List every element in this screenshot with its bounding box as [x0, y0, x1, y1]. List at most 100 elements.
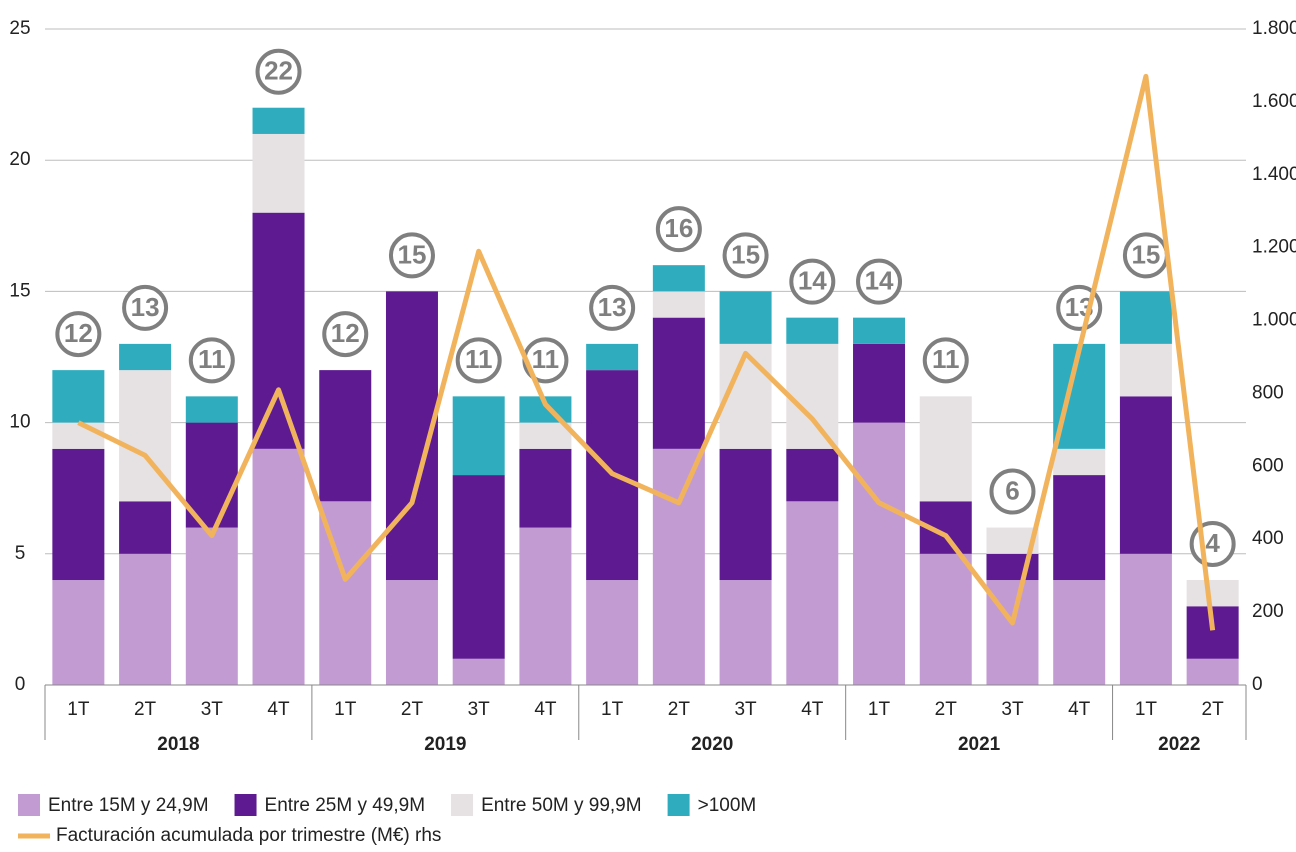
bar-segment [252, 448, 305, 685]
y-tick-label: 0 [15, 674, 26, 695]
bar-segment [52, 580, 105, 685]
bar-segment [1119, 553, 1172, 685]
total-badge [922, 337, 969, 384]
bar-segment [185, 396, 238, 423]
legend-label: >100M [698, 795, 757, 816]
bar-segment [119, 370, 172, 502]
y-tick-label: 10 [9, 412, 30, 433]
total-badge [722, 232, 769, 279]
total-label: 11 [465, 344, 493, 374]
bar-segment [1053, 343, 1106, 449]
total-label: 15 [731, 239, 760, 269]
legend-swatch [451, 794, 474, 816]
bar-segment [185, 422, 238, 528]
total-label: 13 [598, 292, 627, 322]
x-tick-label: 2T [401, 699, 424, 720]
bar-segment [1119, 396, 1172, 554]
group-label: 2020 [691, 734, 733, 755]
legend-swatch [234, 794, 257, 816]
group-label: 2019 [424, 734, 466, 755]
bar-segment [1119, 291, 1172, 344]
bar-segment [652, 291, 705, 318]
line-series [77, 73, 1216, 631]
bar-segment [52, 370, 105, 423]
total-label: 6 [1005, 475, 1019, 505]
y2-tick-label: 1.800 [1252, 18, 1296, 39]
x-tick-label: 4T [534, 699, 557, 720]
total-label: 15 [398, 239, 427, 269]
total-badge [188, 337, 235, 384]
bar-segment [52, 448, 105, 581]
legend-label: Entre 50M y 99,9M [481, 795, 642, 816]
x-tick-label: 4T [1068, 699, 1091, 720]
y2-tick-label: 400 [1252, 528, 1284, 549]
x-tick-label: 2T [1202, 699, 1225, 720]
legend-label: Entre 15M y 24,9M [48, 795, 209, 816]
x-tick-label: 3T [734, 699, 757, 720]
bar-segment [519, 527, 572, 685]
x-tick-label: 4T [267, 699, 290, 720]
total-badge [989, 468, 1036, 515]
bar-segment [719, 448, 772, 581]
bar-segment [853, 422, 906, 685]
total-badge [789, 258, 836, 305]
legend-label: Facturación acumulada por trimestre (M€)… [56, 825, 441, 846]
bar-segment [652, 265, 705, 292]
legend-swatch [667, 794, 690, 816]
total-badge [655, 206, 702, 253]
bar-segment [519, 422, 572, 449]
total-label: 4 [1205, 528, 1220, 558]
bar-segment [1053, 475, 1106, 581]
total-badge [856, 258, 903, 305]
bar-segment [1186, 658, 1239, 685]
y2-tick-label: 800 [1252, 382, 1284, 403]
y-tick-label: 5 [15, 543, 26, 564]
bar-segment [1053, 448, 1106, 476]
total-label: 11 [532, 344, 560, 374]
bar-segment [452, 396, 505, 476]
bar-segment [119, 343, 172, 371]
x-tick-label: 2T [935, 699, 958, 720]
bar-segment [652, 448, 705, 685]
bar-segment [452, 658, 505, 685]
x-tick-label: 1T [67, 699, 90, 720]
total-label: 12 [64, 318, 93, 348]
bar-segment [252, 212, 305, 449]
x-tick-label: 3T [468, 699, 491, 720]
bar-segment [586, 580, 639, 685]
bar-segment [1119, 343, 1172, 397]
total-label: 11 [198, 344, 226, 374]
bar-segment [786, 343, 839, 449]
x-tick-label: 4T [801, 699, 824, 720]
bar-segment [1186, 580, 1239, 607]
bar-segment [786, 317, 839, 344]
total-label: 12 [331, 318, 360, 348]
bar-segment [52, 422, 105, 449]
total-label: 15 [1131, 239, 1160, 269]
legend-label: Entre 25M y 49,9M [265, 795, 426, 816]
x-tick-label: 1T [334, 699, 357, 720]
x-tick-label: 3T [201, 699, 224, 720]
bar-segment [652, 317, 705, 449]
bar-segment [185, 527, 238, 685]
y-tick-label: 15 [9, 280, 30, 301]
bar-segment [786, 501, 839, 685]
total-badge [255, 48, 302, 95]
x-tick-label: 2T [668, 699, 691, 720]
bar-segment [853, 343, 906, 423]
bar-segment [519, 448, 572, 528]
bar-segment [252, 107, 305, 134]
y-tick-label: 25 [9, 18, 30, 39]
y2-tick-label: 1.400 [1252, 164, 1296, 185]
bar-segment [853, 317, 906, 344]
total-badge [322, 311, 369, 358]
y2-tick-label: 1.000 [1252, 310, 1296, 331]
bar-segment [719, 291, 772, 344]
bar-segment [719, 580, 772, 685]
total-badge [589, 284, 636, 331]
total-badge [55, 311, 102, 358]
bar-segment [252, 133, 305, 213]
y2-tick-label: 200 [1252, 601, 1284, 622]
total-label: 14 [798, 266, 827, 296]
x-tick-label: 1T [601, 699, 624, 720]
